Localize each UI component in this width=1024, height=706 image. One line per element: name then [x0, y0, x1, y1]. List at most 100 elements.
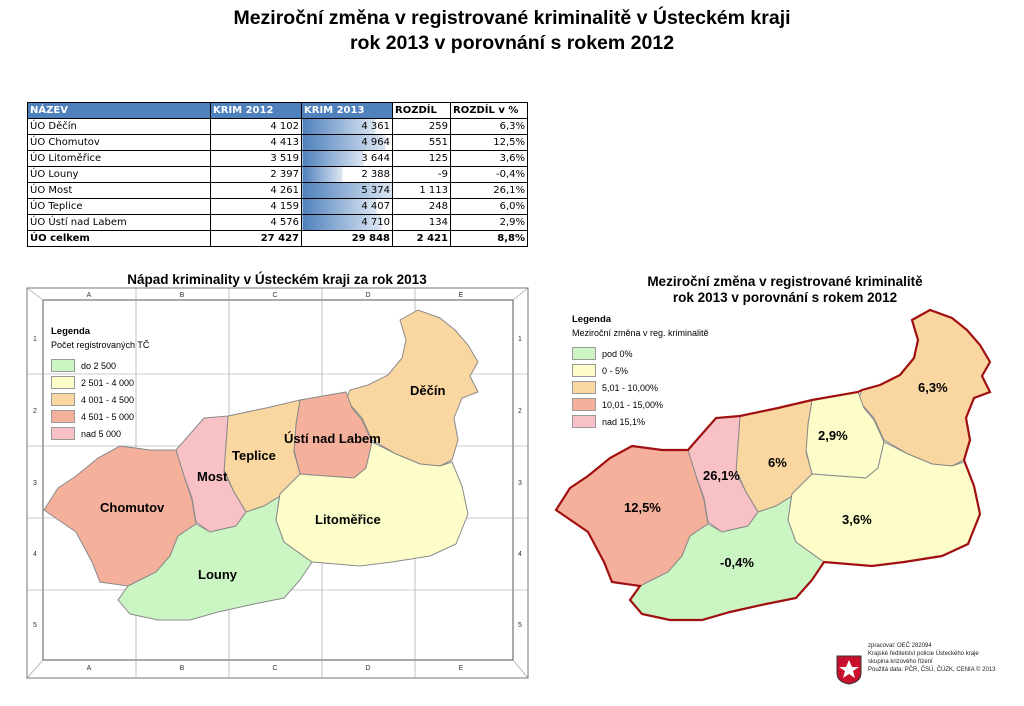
region-label-litomerice: 3,6% [842, 512, 872, 527]
page-title-line2: rok 2013 v porovnání s rokem 2012 [349, 32, 675, 54]
legend-label: do 2 500 [81, 360, 117, 371]
region-outer-border [554, 308, 992, 622]
legend-item: 2 501 - 4 000 [51, 375, 149, 390]
legend-item: do 2 500 [51, 358, 149, 373]
legend-label: 5,01 - 10,00% [602, 382, 659, 393]
page-title: Meziroční změna v registrované kriminali… [0, 6, 1024, 56]
table-row: ÚO Most 4 261 5 374 1 113 26,1% [27, 182, 528, 199]
left-map-legend: Legenda Počet registrovaných TČ do 2 500… [51, 326, 149, 443]
statistics-table: NÁZEV KRIM 2012 KRIM 2013 ROZDÍL ROZDÍL … [27, 102, 528, 247]
legend-item: nad 5 000 [51, 426, 149, 441]
legend-item: nad 15,1% [572, 414, 709, 429]
legend-label: pod 0% [602, 348, 633, 359]
cell-krim-2013: 3 644 [301, 150, 393, 167]
grid-col-label: D [365, 292, 370, 299]
region-label-teplice: Teplice [232, 448, 276, 463]
region-label-chomutov: 12,5% [624, 500, 661, 515]
legend-label: 0 - 5% [602, 365, 629, 376]
legend-item: 5,01 - 10,00% [572, 380, 709, 395]
legend-item: 4 001 - 4 500 [51, 392, 149, 407]
region-label-usti-nad-labem: Ústí nad Labem [284, 431, 381, 446]
cell-krim-2013: 2 388 [301, 166, 393, 183]
legend-subtitle: Meziroční změna v reg. kriminalitě [572, 328, 709, 338]
header-rozdil: ROZDÍL [392, 102, 451, 119]
right-map-title-line2: rok 2013 v porovnání s rokem 2012 [672, 290, 898, 305]
credits: zpracoval: OEČ 282094 Krajské ředitelstv… [868, 642, 995, 674]
cell-rozdil: 2 421 [392, 230, 451, 247]
region-label-litomerice: Litoměřice [315, 512, 381, 527]
header-nazev: NÁZEV [27, 102, 211, 119]
region-label-teplice: 6% [768, 455, 787, 470]
grid-col-label: C [272, 292, 277, 299]
grid-col-label: A [87, 292, 92, 299]
legend-swatch [51, 359, 75, 372]
legend-label: 10,01 - 15,00% [602, 399, 664, 410]
region-label-usti-nad-labem: 2,9% [818, 428, 848, 443]
grid-row-label: 2 [518, 408, 522, 415]
grid-row-label: 1 [518, 336, 522, 343]
region-label-decin: Děčín [410, 383, 445, 398]
region-label-louny: -0,4% [720, 555, 754, 570]
region-label-most: Most [197, 469, 228, 484]
credits-line: Použitá data: PČR, ČSÚ, ČÚZK, CENIA © 20… [868, 667, 996, 673]
cell-krim-2013: 4 361 [301, 118, 393, 135]
left-map: A B C D E A B C D E 1 2 3 4 5 1 2 3 4 5 [26, 287, 529, 679]
right-map-title-line1: Meziroční změna v registrované kriminali… [647, 274, 923, 289]
legend-label: nad 15,1% [602, 416, 646, 427]
credits-line: skupina krizového řízení [868, 659, 933, 665]
right-map-legend: Legenda Meziroční změna v reg. kriminali… [572, 314, 709, 431]
table-total-row: ÚO celkem 27 427 29 848 2 421 8,8% [27, 230, 528, 247]
region-label-decin: 6,3% [918, 380, 948, 395]
legend-item: 0 - 5% [572, 363, 709, 378]
table-row: ÚO Děčín 4 102 4 361 259 6,3% [27, 118, 528, 135]
table-row: ÚO Ústí nad Labem 4 576 4 710 134 2,9% [27, 214, 528, 231]
cell-rozdil-pct: 6,3% [450, 118, 528, 135]
right-map: 6,3% 2,9% 6% 26,1% 12,5% -0,4% 3,6% [554, 308, 992, 622]
credits-line: Krajské ředitelství policie Ústeckého kr… [868, 651, 979, 657]
grid-col-label: A [87, 665, 92, 672]
grid-row-label: 4 [33, 551, 37, 558]
grid-row-label: 3 [518, 480, 522, 487]
header-krim-2012: KRIM 2012 [210, 102, 302, 119]
credits-line: zpracoval: OEČ 282094 [868, 643, 932, 649]
legend-label: 4 501 - 5 000 [81, 411, 135, 422]
grid-col-label: C [272, 665, 277, 672]
legend-swatch [51, 427, 75, 440]
grid-col-label: E [459, 292, 464, 299]
grid-col-label: B [180, 665, 185, 672]
header-krim-2013: KRIM 2013 [301, 102, 393, 119]
legend-item: 4 501 - 5 000 [51, 409, 149, 424]
region-label-most: 26,1% [703, 468, 740, 483]
header-rozdil-pct: ROZDÍL v % [450, 102, 528, 119]
grid-col-label: B [180, 292, 185, 299]
legend-title: Legenda [572, 314, 612, 325]
cell-krim-2013: 4 710 [301, 214, 393, 231]
left-map-title: Nápad kriminality v Ústeckém kraji za ro… [127, 272, 427, 287]
legend-title: Legenda [51, 326, 91, 337]
legend-swatch [572, 398, 596, 411]
cell-rozdil-pct: 8,8% [450, 230, 528, 247]
grid-row-label: 5 [518, 622, 522, 629]
table-row: ÚO Litoměřice 3 519 3 644 125 3,6% [27, 150, 528, 167]
legend-label: 4 001 - 4 500 [81, 394, 135, 405]
legend-swatch [572, 364, 596, 377]
grid-row-label: 4 [518, 551, 522, 558]
legend-swatch [572, 347, 596, 360]
legend-swatch [572, 415, 596, 428]
legend-label: nad 5 000 [81, 428, 122, 439]
region-label-chomutov: Chomutov [100, 500, 165, 515]
grid-row-label: 3 [33, 480, 37, 487]
region-label-louny: Louny [198, 567, 238, 582]
cell-name: ÚO celkem [27, 230, 211, 247]
legend-swatch [572, 381, 596, 394]
grid-col-label: D [365, 665, 370, 672]
legend-item: pod 0% [572, 346, 709, 361]
cell-krim-2013: 4 964 [301, 134, 393, 151]
legend-subtitle: Počet registrovaných TČ [51, 340, 150, 350]
right-map-title: Meziroční změna v registrované kriminali… [555, 274, 1015, 306]
police-logo-icon [836, 655, 862, 685]
grid-row-label: 1 [33, 336, 37, 343]
legend-label: 2 501 - 4 000 [81, 377, 135, 388]
page-title-line1: Meziroční změna v registrované kriminali… [233, 7, 791, 29]
